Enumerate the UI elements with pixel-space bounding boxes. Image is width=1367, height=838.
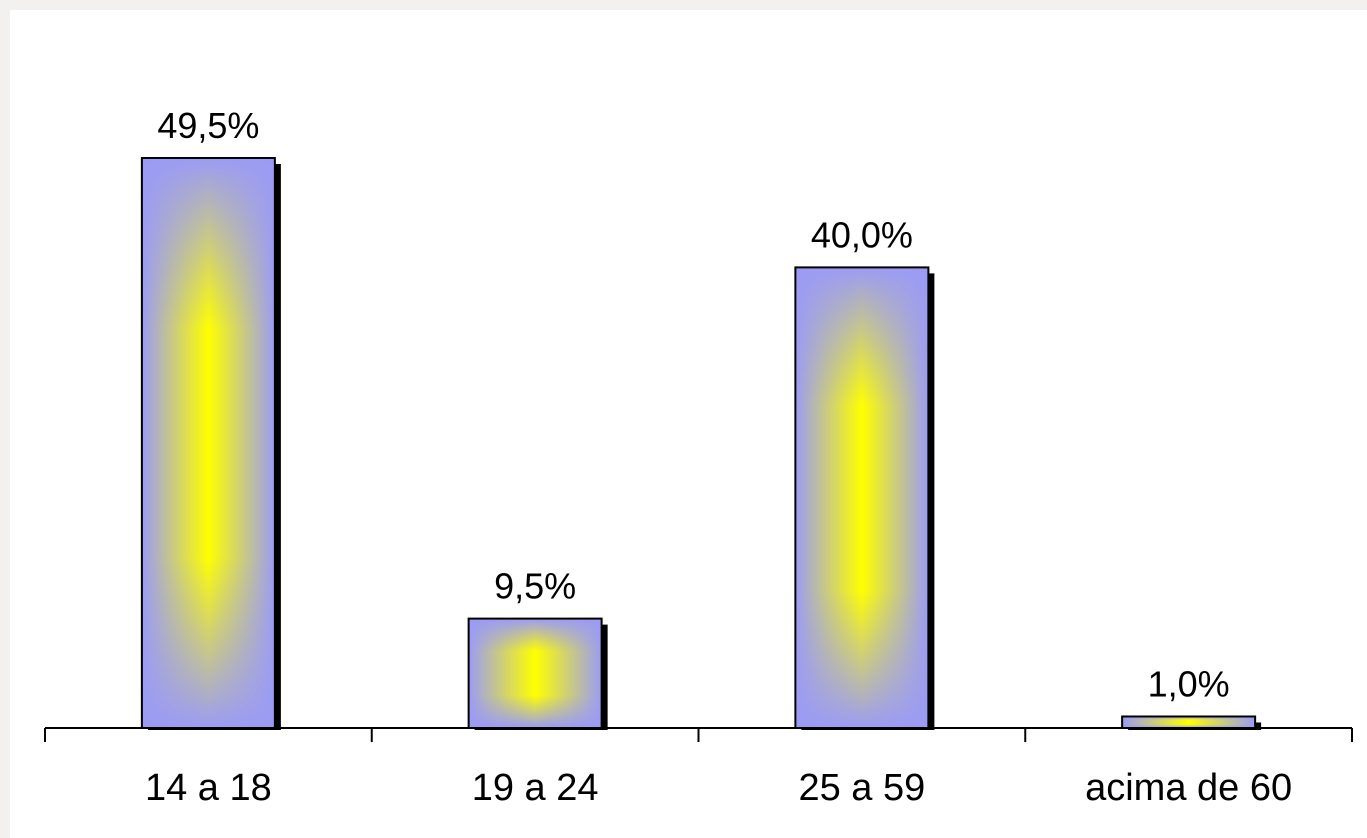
x-tick-label: 25 a 59 bbox=[798, 767, 925, 809]
bar bbox=[140, 157, 281, 730]
data-label: 1,0% bbox=[1148, 663, 1230, 704]
x-axis bbox=[44, 727, 1353, 742]
bar bbox=[467, 617, 608, 730]
bars-layer bbox=[140, 157, 1262, 730]
bar-fill-overlay bbox=[1122, 716, 1256, 728]
data-label: 49,5% bbox=[157, 105, 259, 146]
bar bbox=[794, 266, 935, 730]
x-tick-label: 14 a 18 bbox=[145, 767, 272, 809]
bar-fill-overlay bbox=[468, 618, 602, 728]
bar-fill-overlay bbox=[141, 158, 275, 728]
data-label: 9,5% bbox=[494, 566, 576, 607]
bar-fill-overlay bbox=[795, 267, 929, 728]
chart-frame: 49,5% 14 a 18 9,5% 19 a 24 40,0% 25 a 59 1,0% a… bbox=[10, 10, 1367, 838]
data-label: 40,0% bbox=[811, 214, 913, 255]
bar-chart: 49,5% 14 a 18 9,5% 19 a 24 40,0% 25 a 59 1,0% a… bbox=[44, 105, 1353, 809]
x-tick-label: acima de 60 bbox=[1085, 767, 1292, 809]
labels-layer: 49,5% 14 a 18 9,5% 19 a 24 40,0% 25 a 59 1,0% a… bbox=[145, 105, 1292, 809]
x-tick-label: 19 a 24 bbox=[472, 767, 599, 809]
